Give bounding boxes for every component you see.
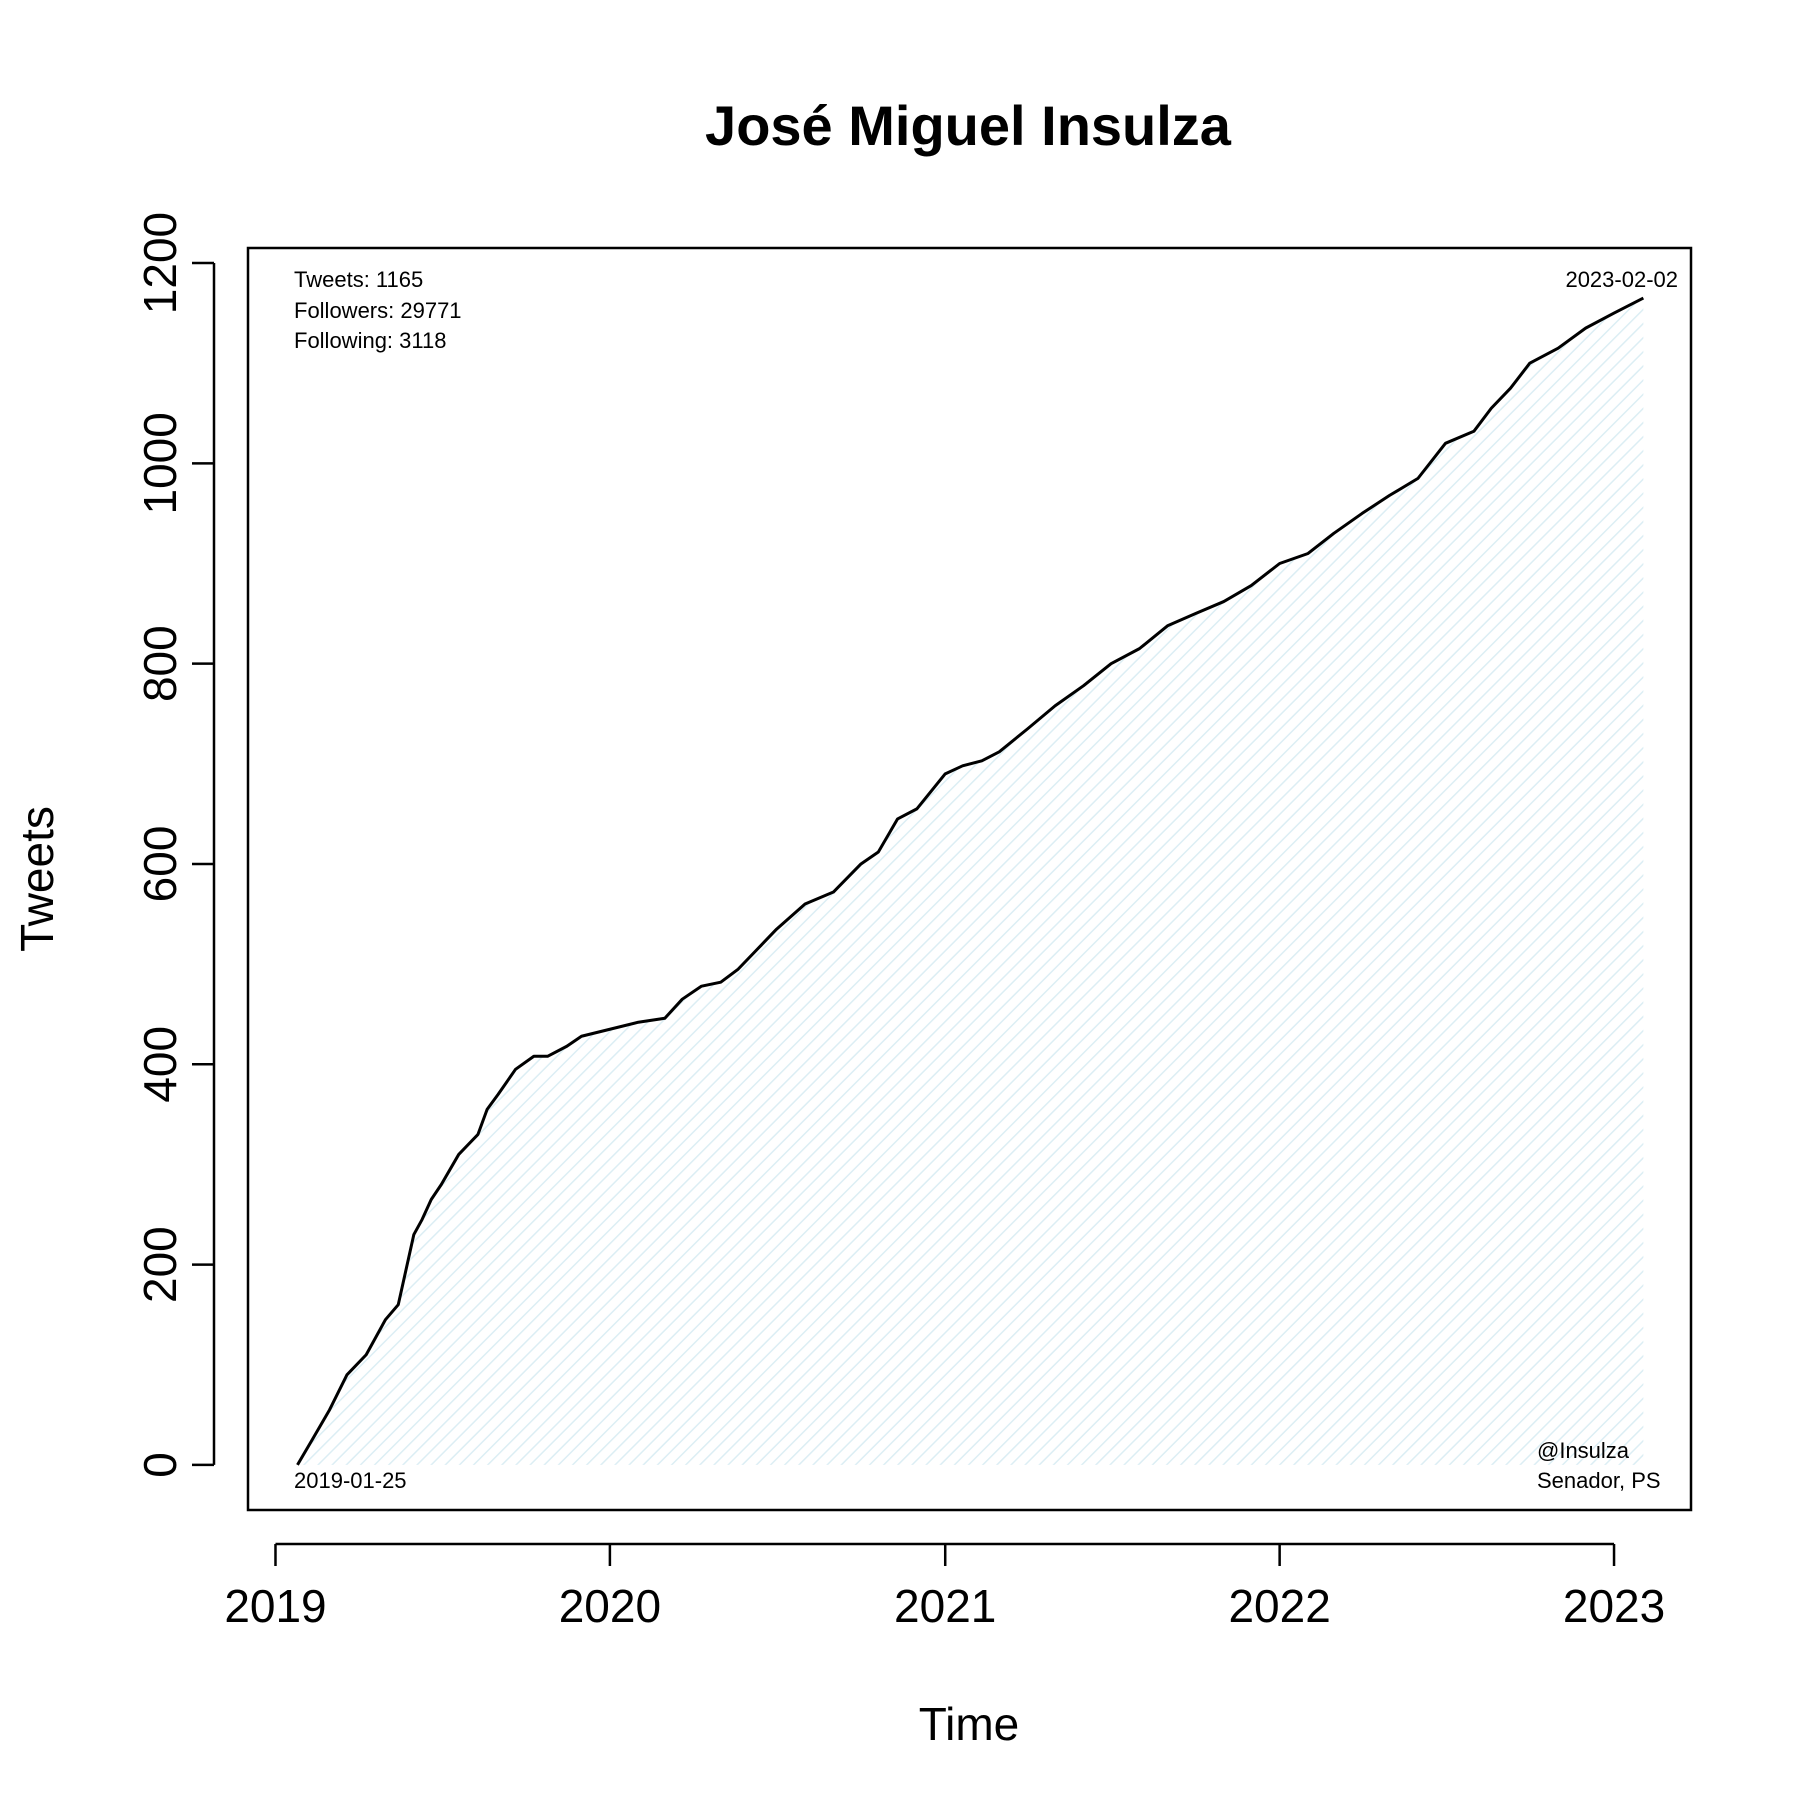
end-date: 2023-02-02	[1565, 267, 1678, 292]
y-tick-label: 0	[134, 1452, 186, 1478]
role: Senador, PS	[1537, 1468, 1661, 1493]
y-tick-label: 600	[134, 826, 186, 903]
y-tick-label: 200	[134, 1226, 186, 1303]
y-axis-label: Tweets	[11, 806, 63, 952]
y-tick-label: 800	[134, 625, 186, 702]
following-count: Following: 3118	[294, 328, 446, 353]
x-tick-label: 2020	[559, 1580, 661, 1632]
tweet-line	[296, 296, 1645, 1466]
x-axis-label: Time	[919, 1698, 1020, 1750]
area-layer	[297, 298, 1644, 1465]
y-tick-label: 1000	[134, 412, 186, 514]
y-axis: 0 200 400 600 800 1000 1200	[134, 212, 216, 1478]
y-tick-label: 400	[134, 1026, 186, 1103]
x-axis: 2019 2020 2021 2022 2023	[224, 1542, 1665, 1632]
tweet-count: Tweets: 1165	[294, 267, 423, 292]
y-tick-label: 1200	[134, 212, 186, 314]
line-layer	[296, 296, 1645, 1466]
x-tick-label: 2022	[1228, 1580, 1330, 1632]
handle: @Insulza	[1537, 1438, 1630, 1463]
x-tick-label: 2019	[224, 1580, 326, 1632]
tweet-area	[297, 298, 1644, 1465]
chart-title: José Miguel Insulza	[705, 94, 1232, 157]
x-tick-label: 2023	[1563, 1580, 1665, 1632]
start-date: 2019-01-25	[294, 1468, 407, 1493]
plot-frame	[246, 246, 1693, 1512]
x-tick-label: 2021	[894, 1580, 996, 1632]
follower-count: Followers: 29771	[294, 298, 462, 323]
